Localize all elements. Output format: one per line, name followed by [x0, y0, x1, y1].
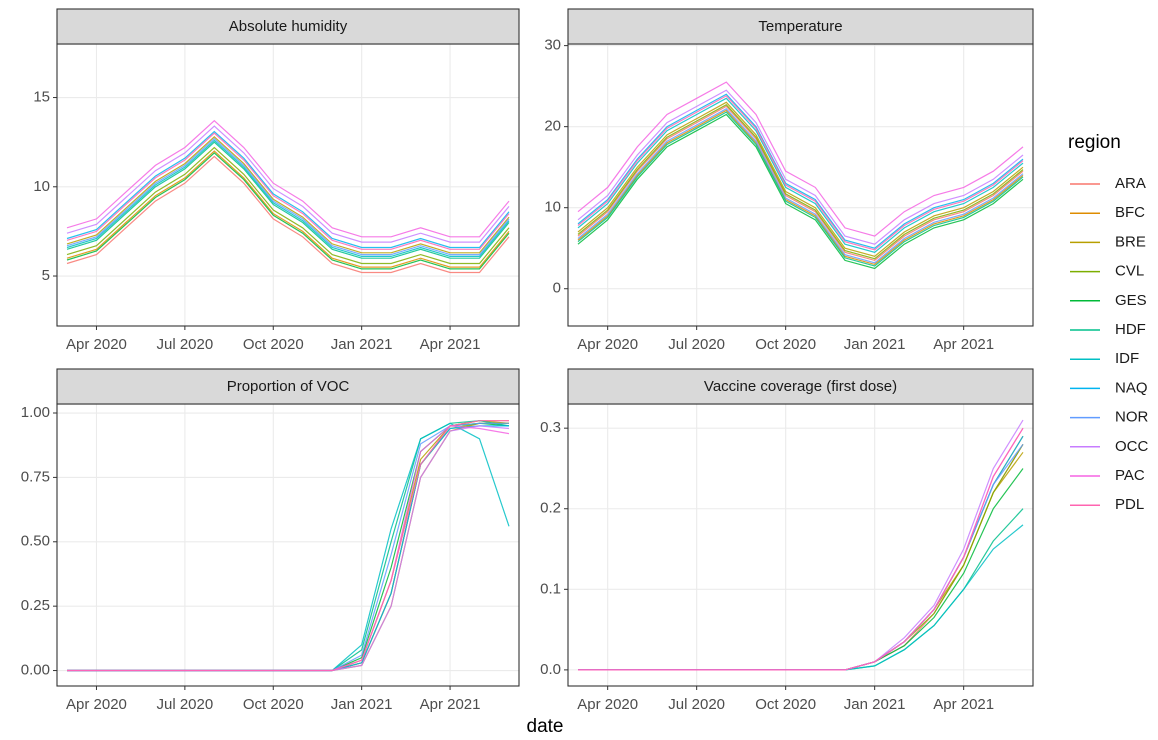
y-tick-label: 15 — [33, 89, 50, 106]
series-line — [66, 155, 510, 274]
y-tick-label: 10 — [33, 178, 50, 195]
legend-label: NOR — [1115, 409, 1149, 426]
legend-label: PDL — [1115, 496, 1144, 513]
x-tick-label: Apr 2020 — [66, 336, 127, 353]
series-line — [577, 109, 1024, 266]
panel-background — [568, 404, 1033, 686]
series-line — [66, 146, 510, 265]
legend-label: NAQ — [1115, 379, 1148, 396]
series-line — [577, 97, 1024, 253]
series-line — [66, 135, 510, 254]
panel-background — [57, 404, 519, 686]
series-line — [66, 141, 510, 259]
x-tick-label: Apr 2021 — [420, 696, 481, 713]
x-tick-label: Apr 2020 — [66, 696, 127, 713]
y-tick-label: 0.25 — [21, 597, 50, 614]
legend-title: region — [1068, 132, 1121, 153]
y-tick-label: 30 — [544, 37, 561, 54]
x-tick-label: Jan 2021 — [844, 336, 906, 353]
x-tick-label: Jul 2020 — [668, 696, 725, 713]
x-tick-label: Apr 2020 — [577, 336, 638, 353]
x-tick-label: Jul 2020 — [668, 336, 725, 353]
x-tick-label: Jul 2020 — [157, 696, 214, 713]
series-line — [577, 89, 1024, 245]
x-tick-label: Jan 2021 — [331, 696, 393, 713]
panel-title: Vaccine coverage (first dose) — [704, 378, 897, 395]
strip — [567, 368, 1034, 405]
x-tick-label: Oct 2020 — [243, 696, 304, 713]
x-tick-label: Apr 2021 — [933, 696, 994, 713]
series-line — [66, 130, 510, 249]
x-tick-label: Jul 2020 — [157, 336, 214, 353]
strip — [567, 8, 1034, 45]
series-line — [66, 119, 510, 238]
strip — [56, 368, 520, 405]
series-line — [577, 113, 1024, 270]
x-tick-label: Apr 2021 — [933, 336, 994, 353]
x-tick-label: Apr 2020 — [577, 696, 638, 713]
series-line — [577, 81, 1024, 237]
x-tick-label: Oct 2020 — [755, 696, 816, 713]
strip — [56, 8, 520, 45]
series-line — [67, 420, 509, 672]
y-tick-label: 0.1 — [540, 580, 561, 597]
panel-title: Proportion of VOC — [227, 378, 350, 395]
legend-label: ARA — [1115, 175, 1146, 192]
series-line — [577, 95, 1024, 251]
legend-label: OCC — [1115, 438, 1149, 455]
y-tick-label: 0.3 — [540, 419, 561, 436]
panel-background — [568, 44, 1033, 326]
legend-label: BRE — [1115, 233, 1146, 250]
legend-label: PAC — [1115, 467, 1145, 484]
series-line — [66, 139, 510, 257]
series-line — [66, 137, 510, 256]
series-line — [577, 108, 1024, 264]
y-tick-label: 0.00 — [21, 662, 50, 679]
series-line — [66, 125, 510, 243]
legend-label: CVL — [1115, 263, 1144, 280]
legend-label: GES — [1115, 292, 1147, 309]
series-line — [577, 111, 1024, 267]
series-line — [66, 132, 510, 250]
y-tick-label: 10 — [544, 199, 561, 216]
series-line — [577, 104, 1024, 260]
y-tick-label: 0.50 — [21, 533, 50, 550]
series-line — [66, 152, 510, 270]
series-line — [578, 427, 1024, 671]
x-tick-label: Oct 2020 — [243, 336, 304, 353]
y-tick-label: 0.2 — [540, 500, 561, 517]
x-tick-label: Apr 2021 — [420, 336, 481, 353]
y-tick-label: 0.75 — [21, 468, 50, 485]
series-line — [577, 101, 1024, 257]
y-tick-label: 0 — [553, 280, 561, 297]
series-line — [577, 105, 1024, 262]
legend-label: HDF — [1115, 321, 1146, 338]
series-line — [577, 93, 1024, 249]
x-tick-label: Oct 2020 — [755, 336, 816, 353]
x-axis-title: date — [527, 716, 564, 737]
panel-title: Temperature — [758, 18, 842, 35]
y-tick-label: 0.0 — [540, 661, 561, 678]
x-tick-label: Jan 2021 — [331, 336, 393, 353]
y-tick-label: 5 — [42, 267, 50, 284]
series-line — [66, 150, 510, 268]
legend-label: IDF — [1115, 350, 1139, 367]
x-tick-label: Jan 2021 — [844, 696, 906, 713]
panel-title: Absolute humidity — [229, 18, 348, 35]
y-tick-label: 20 — [544, 118, 561, 135]
y-tick-label: 1.00 — [21, 404, 50, 421]
legend-label: BFC — [1115, 204, 1145, 221]
